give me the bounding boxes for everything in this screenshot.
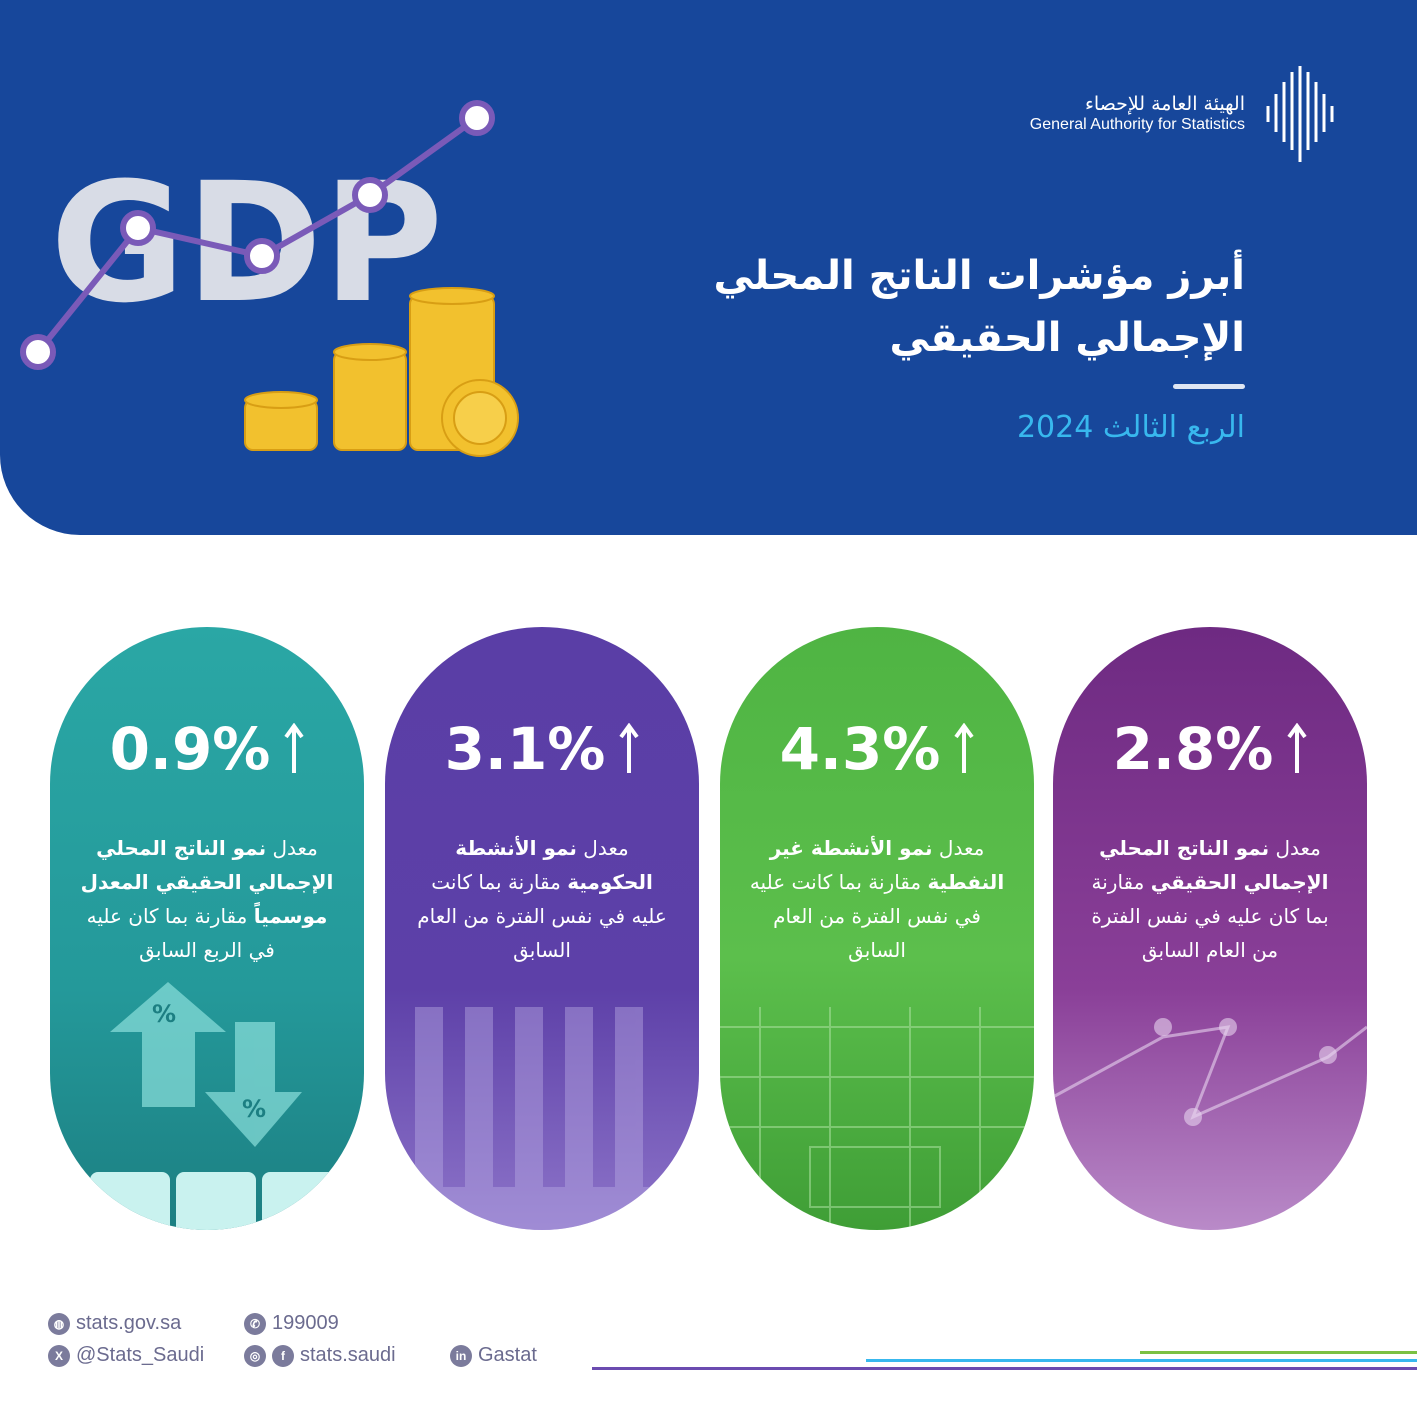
- instagram-facebook-link[interactable]: ◎ f stats.saudi: [244, 1344, 396, 1367]
- up-arrow-icon: [619, 723, 640, 773]
- up-arrow-icon: [1287, 723, 1308, 773]
- card-value-row: 4.3%: [720, 715, 1034, 783]
- gastat-logo[interactable]: الهيئة العامة للإحصاء General Authority …: [1030, 62, 1337, 166]
- card-value-row: 2.8%: [1053, 715, 1367, 783]
- title-line-2: الإجمالي الحقيقي: [889, 315, 1245, 361]
- phone-link[interactable]: ✆ 199009: [244, 1312, 339, 1335]
- card-description: معدل نمو الناتج المحلي الإجمالي الحقيقي …: [80, 836, 334, 962]
- linkedin-icon: in: [450, 1344, 472, 1367]
- logo-arabic-name: الهيئة العامة للإحصاء: [1084, 93, 1245, 115]
- gdp-illustration-text: GDP: [50, 147, 443, 339]
- facebook-icon: f: [272, 1344, 294, 1367]
- phone-text: 199009: [272, 1312, 339, 1334]
- twitter-link[interactable]: X @Stats_Saudi: [48, 1344, 204, 1367]
- card-value-row: 3.1%: [385, 715, 699, 783]
- phone-icon: ✆: [244, 1312, 266, 1335]
- card-description: معدل نمو الأنشطة غير النفطية مقارنة بما …: [749, 836, 1005, 962]
- social-text: stats.saudi: [300, 1344, 396, 1366]
- card-value: 2.8%: [1112, 715, 1274, 783]
- title-divider: [1173, 384, 1245, 389]
- card-value: 4.3%: [779, 715, 941, 783]
- title-line-1: أبرز مؤشرات الناتج المحلي: [713, 253, 1245, 299]
- card-value: 0.9%: [109, 715, 271, 783]
- gastat-logo-icon: [1266, 66, 1334, 162]
- card-seasonal-gdp-growth: % % 0.9% معدل نمو الناتج المحلي الإجمالي…: [50, 627, 364, 1230]
- coin-stacks: [244, 287, 519, 457]
- linkedin-link[interactable]: in Gastat: [450, 1344, 537, 1367]
- website-text: stats.gov.sa: [76, 1312, 182, 1334]
- quarter-subtitle: الربع الثالث 2024: [1016, 410, 1245, 445]
- linkedin-text: Gastat: [478, 1344, 537, 1366]
- chart-line-decoration: [1053, 1018, 1367, 1126]
- instagram-icon: ◎: [244, 1344, 266, 1367]
- x-icon: X: [48, 1344, 70, 1367]
- card-value-row: 0.9%: [50, 715, 364, 783]
- svg-text:%: %: [152, 1000, 176, 1028]
- logo-english-name: General Authority for Statistics: [1029, 116, 1245, 133]
- percent-arrows-decoration: % %: [90, 982, 342, 1230]
- website-link[interactable]: ◍ stats.gov.sa: [48, 1312, 181, 1335]
- card-description: معدل نمو الأنشطة الحكومية مقارنة بما كان…: [417, 836, 667, 962]
- footer-line-green: [1140, 1351, 1417, 1354]
- page-title: أبرز مؤشرات الناتج المحلي الإجمالي الحقي…: [625, 245, 1245, 369]
- globe-icon: ◍: [48, 1312, 70, 1335]
- gdp-illustration: GDP: [20, 100, 519, 457]
- card-gdp-growth: 2.8% معدل نمو الناتج المحلي الإجمالي الح…: [1053, 627, 1367, 1230]
- footer-line-purple: [592, 1367, 1417, 1370]
- columns-decoration: [385, 1007, 699, 1230]
- svg-text:%: %: [242, 1095, 266, 1123]
- footer-line-cyan: [866, 1359, 1417, 1362]
- card-description: معدل نمو الناتج المحلي الإجمالي الحقيقي …: [1091, 836, 1329, 962]
- factory-decoration: [720, 1007, 1034, 1230]
- card-value: 3.1%: [444, 715, 606, 783]
- up-arrow-icon: [954, 723, 975, 773]
- twitter-text: @Stats_Saudi: [76, 1344, 205, 1366]
- card-government-growth: 3.1% معدل نمو الأنشطة الحكومية مقارنة بم…: [385, 627, 699, 1230]
- up-arrow-icon: [284, 723, 305, 773]
- header-banner: GDP الهيئة العامة للإحصاء General Author…: [0, 0, 1417, 535]
- card-non-oil-growth: 4.3% معدل نمو الأنشطة غير النفطية مقارنة…: [720, 627, 1034, 1230]
